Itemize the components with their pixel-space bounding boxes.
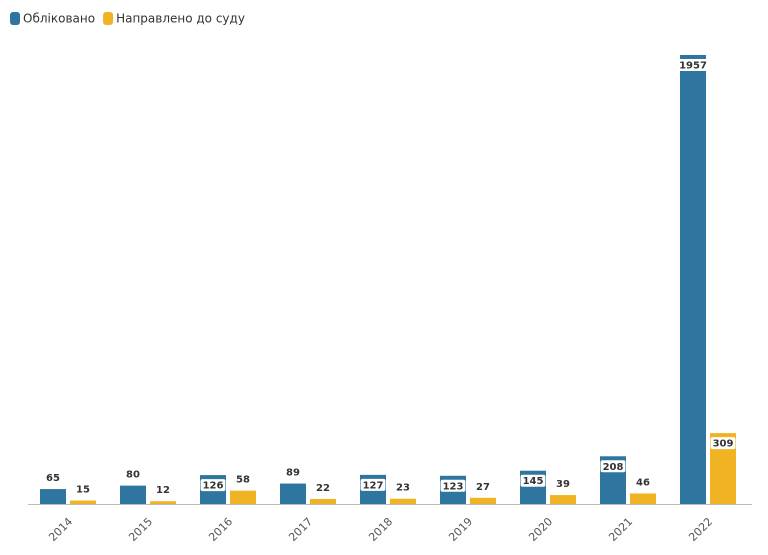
- bar: [390, 498, 416, 504]
- bar: [150, 501, 176, 504]
- data-label: 15: [76, 485, 90, 496]
- data-label: 12: [156, 485, 170, 496]
- bar: [310, 498, 336, 504]
- x-tick-label: 2014: [46, 515, 75, 544]
- data-label: 80: [126, 470, 140, 481]
- data-label-group: 208: [600, 460, 626, 473]
- bar: [70, 500, 96, 504]
- data-label: 46: [636, 477, 650, 488]
- data-label-group: 145: [520, 474, 546, 487]
- x-tick-label: 2017: [286, 515, 315, 544]
- data-label: 23: [396, 483, 410, 494]
- legend-label: Направлено до суду: [116, 12, 245, 26]
- bar: [120, 485, 146, 504]
- legend-swatch: [10, 12, 20, 25]
- data-label: 145: [523, 476, 544, 487]
- data-label: 126: [203, 481, 224, 492]
- legend-label: Обліковано: [23, 12, 95, 26]
- data-label: 127: [363, 480, 384, 491]
- bar: [680, 55, 706, 504]
- data-label-bg: [360, 478, 386, 491]
- data-label-bg: [677, 59, 709, 71]
- data-label: 309: [713, 439, 734, 450]
- data-label-bg: [440, 479, 466, 492]
- x-tick-label: 2015: [126, 515, 155, 544]
- x-tick-label: 2018: [366, 515, 395, 544]
- data-label-group: 126: [200, 479, 226, 492]
- data-label: 208: [603, 462, 624, 473]
- data-label-group: 309: [710, 437, 736, 450]
- data-label-bg: [600, 460, 626, 473]
- bar: [550, 495, 576, 504]
- data-label: 65: [46, 473, 60, 484]
- bar: [630, 493, 656, 504]
- data-label: 1957: [679, 61, 707, 72]
- x-tick-label: 2019: [446, 515, 475, 544]
- data-label-bg: [710, 437, 736, 450]
- x-tick-label: 2016: [206, 515, 235, 544]
- data-label: 39: [556, 479, 570, 490]
- x-tick-label: 2021: [606, 515, 635, 544]
- data-label: 22: [316, 483, 330, 494]
- bar: [470, 497, 496, 504]
- bar: [40, 489, 66, 504]
- data-label-group: 1957: [677, 59, 709, 72]
- bar: [230, 490, 256, 504]
- data-label-group: 127: [360, 478, 386, 491]
- data-label: 58: [236, 475, 250, 486]
- bar: [280, 483, 306, 504]
- legend-swatch: [103, 12, 114, 25]
- data-label: 89: [286, 468, 300, 479]
- data-label: 123: [443, 481, 464, 492]
- x-tick-label: 2022: [686, 515, 715, 544]
- data-label-bg: [200, 479, 226, 492]
- data-label: 27: [476, 482, 490, 493]
- data-label-bg: [520, 474, 546, 487]
- x-tick-label: 2020: [526, 515, 555, 544]
- data-label-group: 123: [440, 479, 466, 492]
